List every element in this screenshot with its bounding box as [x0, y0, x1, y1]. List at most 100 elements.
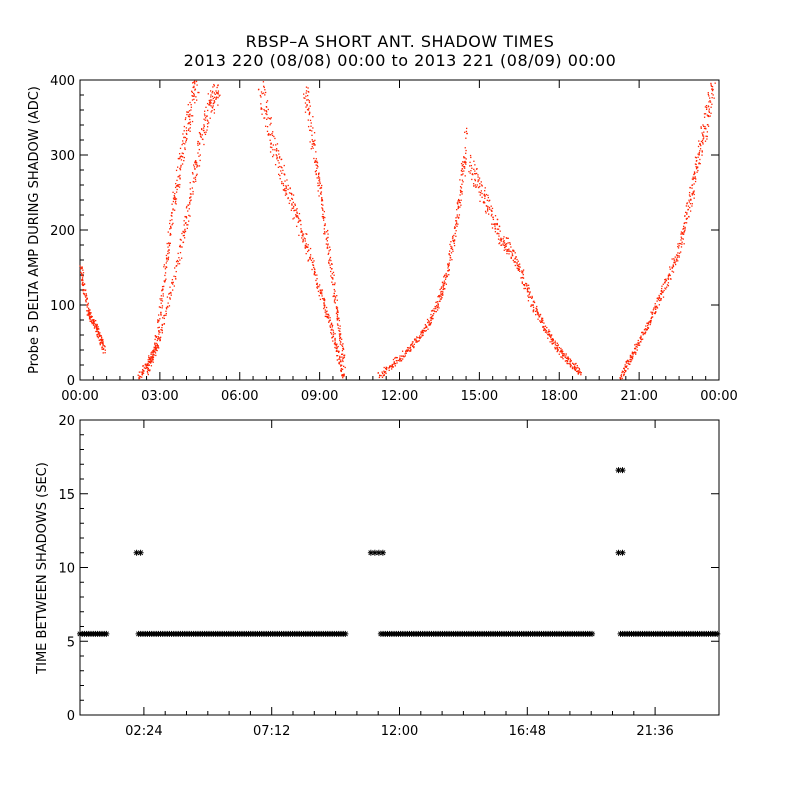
top-data-point — [182, 231, 185, 233]
top-data-point — [302, 235, 304, 237]
top-data-point — [164, 274, 166, 277]
top-data-point — [464, 167, 466, 169]
top-data-point — [169, 242, 172, 244]
top-data-point — [172, 191, 174, 193]
top-data-point — [84, 289, 86, 292]
top-data-point — [177, 252, 179, 255]
top-data-point — [456, 225, 458, 227]
top-data-point — [316, 282, 318, 284]
top-data-point — [522, 269, 525, 271]
top-data-point — [81, 279, 83, 282]
top-data-point — [299, 220, 301, 222]
top-data-point — [420, 333, 422, 335]
top-data-point — [276, 157, 278, 159]
top-data-point — [481, 192, 483, 195]
top-y-tick-label: 300 — [50, 149, 75, 164]
top-data-point — [619, 377, 621, 379]
top-data-point — [271, 132, 273, 135]
top-data-point — [152, 351, 154, 353]
top-data-point — [209, 101, 212, 103]
top-data-point — [550, 336, 552, 339]
top-data-point — [175, 182, 177, 185]
top-data-point — [198, 91, 200, 94]
top-data-point — [312, 261, 314, 264]
top-data-point — [158, 326, 160, 329]
top-data-point — [198, 143, 201, 145]
top-data-point — [278, 162, 280, 164]
top-data-point — [168, 242, 170, 244]
top-data-point — [306, 246, 309, 248]
top-data-point — [82, 290, 84, 292]
top-data-point — [168, 249, 170, 251]
top-data-point — [674, 256, 676, 258]
top-data-point — [157, 321, 159, 324]
top-data-point — [701, 150, 703, 152]
top-data-point — [503, 236, 505, 238]
top-data-point — [338, 335, 341, 337]
top-data-point — [182, 133, 184, 135]
top-data-point — [87, 304, 89, 306]
top-data-point — [277, 159, 279, 162]
top-data-point — [412, 345, 414, 348]
bottom-x-tick-label: 16:48 — [509, 724, 546, 739]
top-data-point — [327, 236, 329, 239]
top-data-point — [162, 317, 164, 319]
top-data-point — [563, 353, 566, 355]
top-data-point — [174, 202, 177, 204]
top-data-point — [146, 366, 149, 369]
top-data-point — [318, 184, 320, 186]
top-data-point — [443, 280, 446, 282]
top-data-point — [210, 111, 212, 113]
top-data-point — [305, 243, 307, 245]
top-data-point — [640, 338, 642, 340]
top-data-point — [330, 324, 332, 326]
top-data-point — [335, 312, 338, 315]
top-data-point — [156, 349, 158, 352]
top-data-point — [338, 329, 340, 332]
top-data-point — [521, 270, 523, 272]
top-data-point — [179, 147, 182, 150]
top-data-point — [213, 100, 215, 102]
top-data-point — [153, 354, 155, 356]
top-data-point — [86, 310, 88, 312]
top-data-point — [264, 110, 266, 112]
top-data-point — [575, 362, 577, 365]
top-data-point — [155, 345, 157, 348]
top-data-point — [339, 356, 341, 359]
top-data-point — [674, 262, 676, 264]
top-data-point — [661, 291, 664, 294]
top-data-point — [267, 108, 269, 111]
top-data-point — [185, 117, 187, 119]
top-data-point — [676, 258, 678, 260]
top-data-point — [175, 270, 177, 273]
top-data-point — [664, 278, 666, 281]
top-data-point — [104, 349, 106, 351]
top-data-point — [169, 219, 171, 222]
top-data-point — [339, 359, 342, 361]
top-data-point — [409, 350, 412, 352]
top-data-point — [326, 247, 328, 249]
top-data-point — [150, 365, 153, 367]
top-data-point — [695, 163, 697, 166]
top-data-point — [332, 271, 335, 274]
top-data-point — [186, 205, 188, 208]
top-data-point — [536, 313, 539, 315]
top-data-point — [330, 270, 332, 273]
top-data-point — [461, 183, 463, 185]
top-data-point — [301, 234, 303, 237]
top-data-point — [171, 212, 173, 214]
chart-title: RBSP–A SHORT ANT. SHADOW TIMES — [245, 32, 555, 51]
top-data-point — [183, 237, 186, 239]
top-data-point — [708, 111, 711, 113]
top-data-point — [317, 285, 319, 287]
top-data-point — [423, 329, 425, 332]
top-data-point — [192, 193, 194, 195]
top-data-point — [384, 371, 387, 373]
top-data-point — [633, 351, 636, 354]
top-data-point — [191, 99, 194, 101]
top-data-point — [340, 370, 342, 372]
top-data-point — [427, 320, 430, 322]
top-data-point — [499, 230, 501, 232]
top-data-point — [306, 108, 309, 111]
